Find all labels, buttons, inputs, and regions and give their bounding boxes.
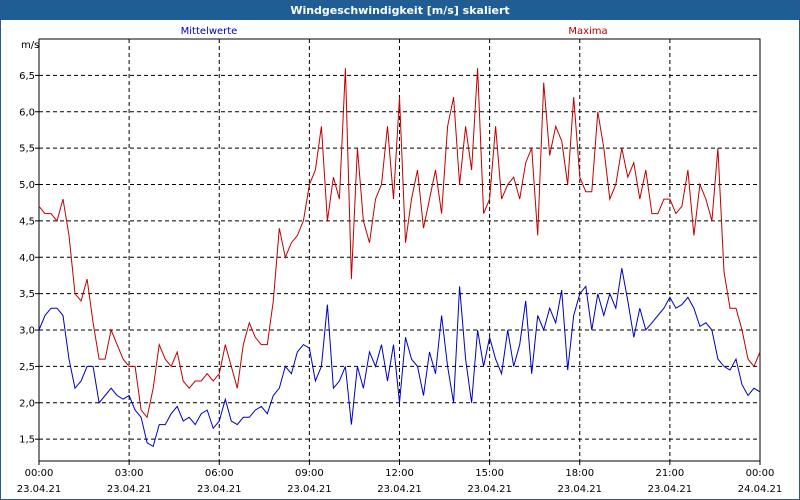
y-tick-label: 2,0 [19,398,35,409]
grid-lines [39,39,760,461]
x-tick-date-label: 23.04.21 [17,484,62,495]
y-axis: 1,5 2,0 2,5 3,0 3,5 4,0 4,5 5,0 5,5 6,0 6,5 [19,71,39,446]
x-tick-date-label: 23.04.21 [648,484,693,495]
series-lines [38,68,761,448]
x-tick-time-label: 00:00 [746,468,775,479]
legend-mittelwerte: Mittelwerte [181,26,238,37]
x-tick-time-label: 03:00 [115,468,144,479]
y-tick-label: 6,5 [19,71,35,82]
x-tick-time-label: 21:00 [655,468,684,479]
x-axis: 00:00 23.04.21 03:00 23.04.21 06:00 23.04.21 0… [17,461,783,495]
x-tick-date-label: 23.04.21 [557,484,602,495]
x-tick-date-label: 23.04.21 [197,484,242,495]
x-tick-time-label: 00:00 [25,468,54,479]
y-tick-label: 4,5 [19,216,35,227]
y-tick-label: 2,5 [19,362,35,373]
y-tick-label: 1,5 [19,435,35,446]
series-line-mittelwerte [38,268,761,448]
y-tick-label: 4,0 [19,253,35,264]
x-tick-date-label: 24.04.21 [738,484,783,495]
series-line-maxima [38,68,761,419]
legend-maxima: Maxima [568,26,607,37]
y-tick-label: 3,0 [19,326,35,337]
x-tick-time-label: 18:00 [565,468,594,479]
y-tick-label: 6,0 [19,107,35,118]
y-tick-label: 5,0 [19,180,35,191]
y-tick-label: 3,5 [19,289,35,300]
y-tick-label: 5,5 [19,144,35,155]
x-tick-date-label: 23.04.21 [287,484,332,495]
x-tick-date-label: 23.04.21 [467,484,512,495]
x-tick-time-label: 09:00 [295,468,324,479]
x-tick-time-label: 06:00 [205,468,234,479]
window-title: Windgeschwindigkeit [m/s] skaliert [1,1,799,20]
x-tick-time-label: 15:00 [475,468,504,479]
x-tick-date-label: 23.04.21 [107,484,152,495]
x-tick-time-label: 12:00 [385,468,414,479]
y-axis-label: m/s [21,40,39,51]
x-tick-date-label: 23.04.21 [377,484,422,495]
